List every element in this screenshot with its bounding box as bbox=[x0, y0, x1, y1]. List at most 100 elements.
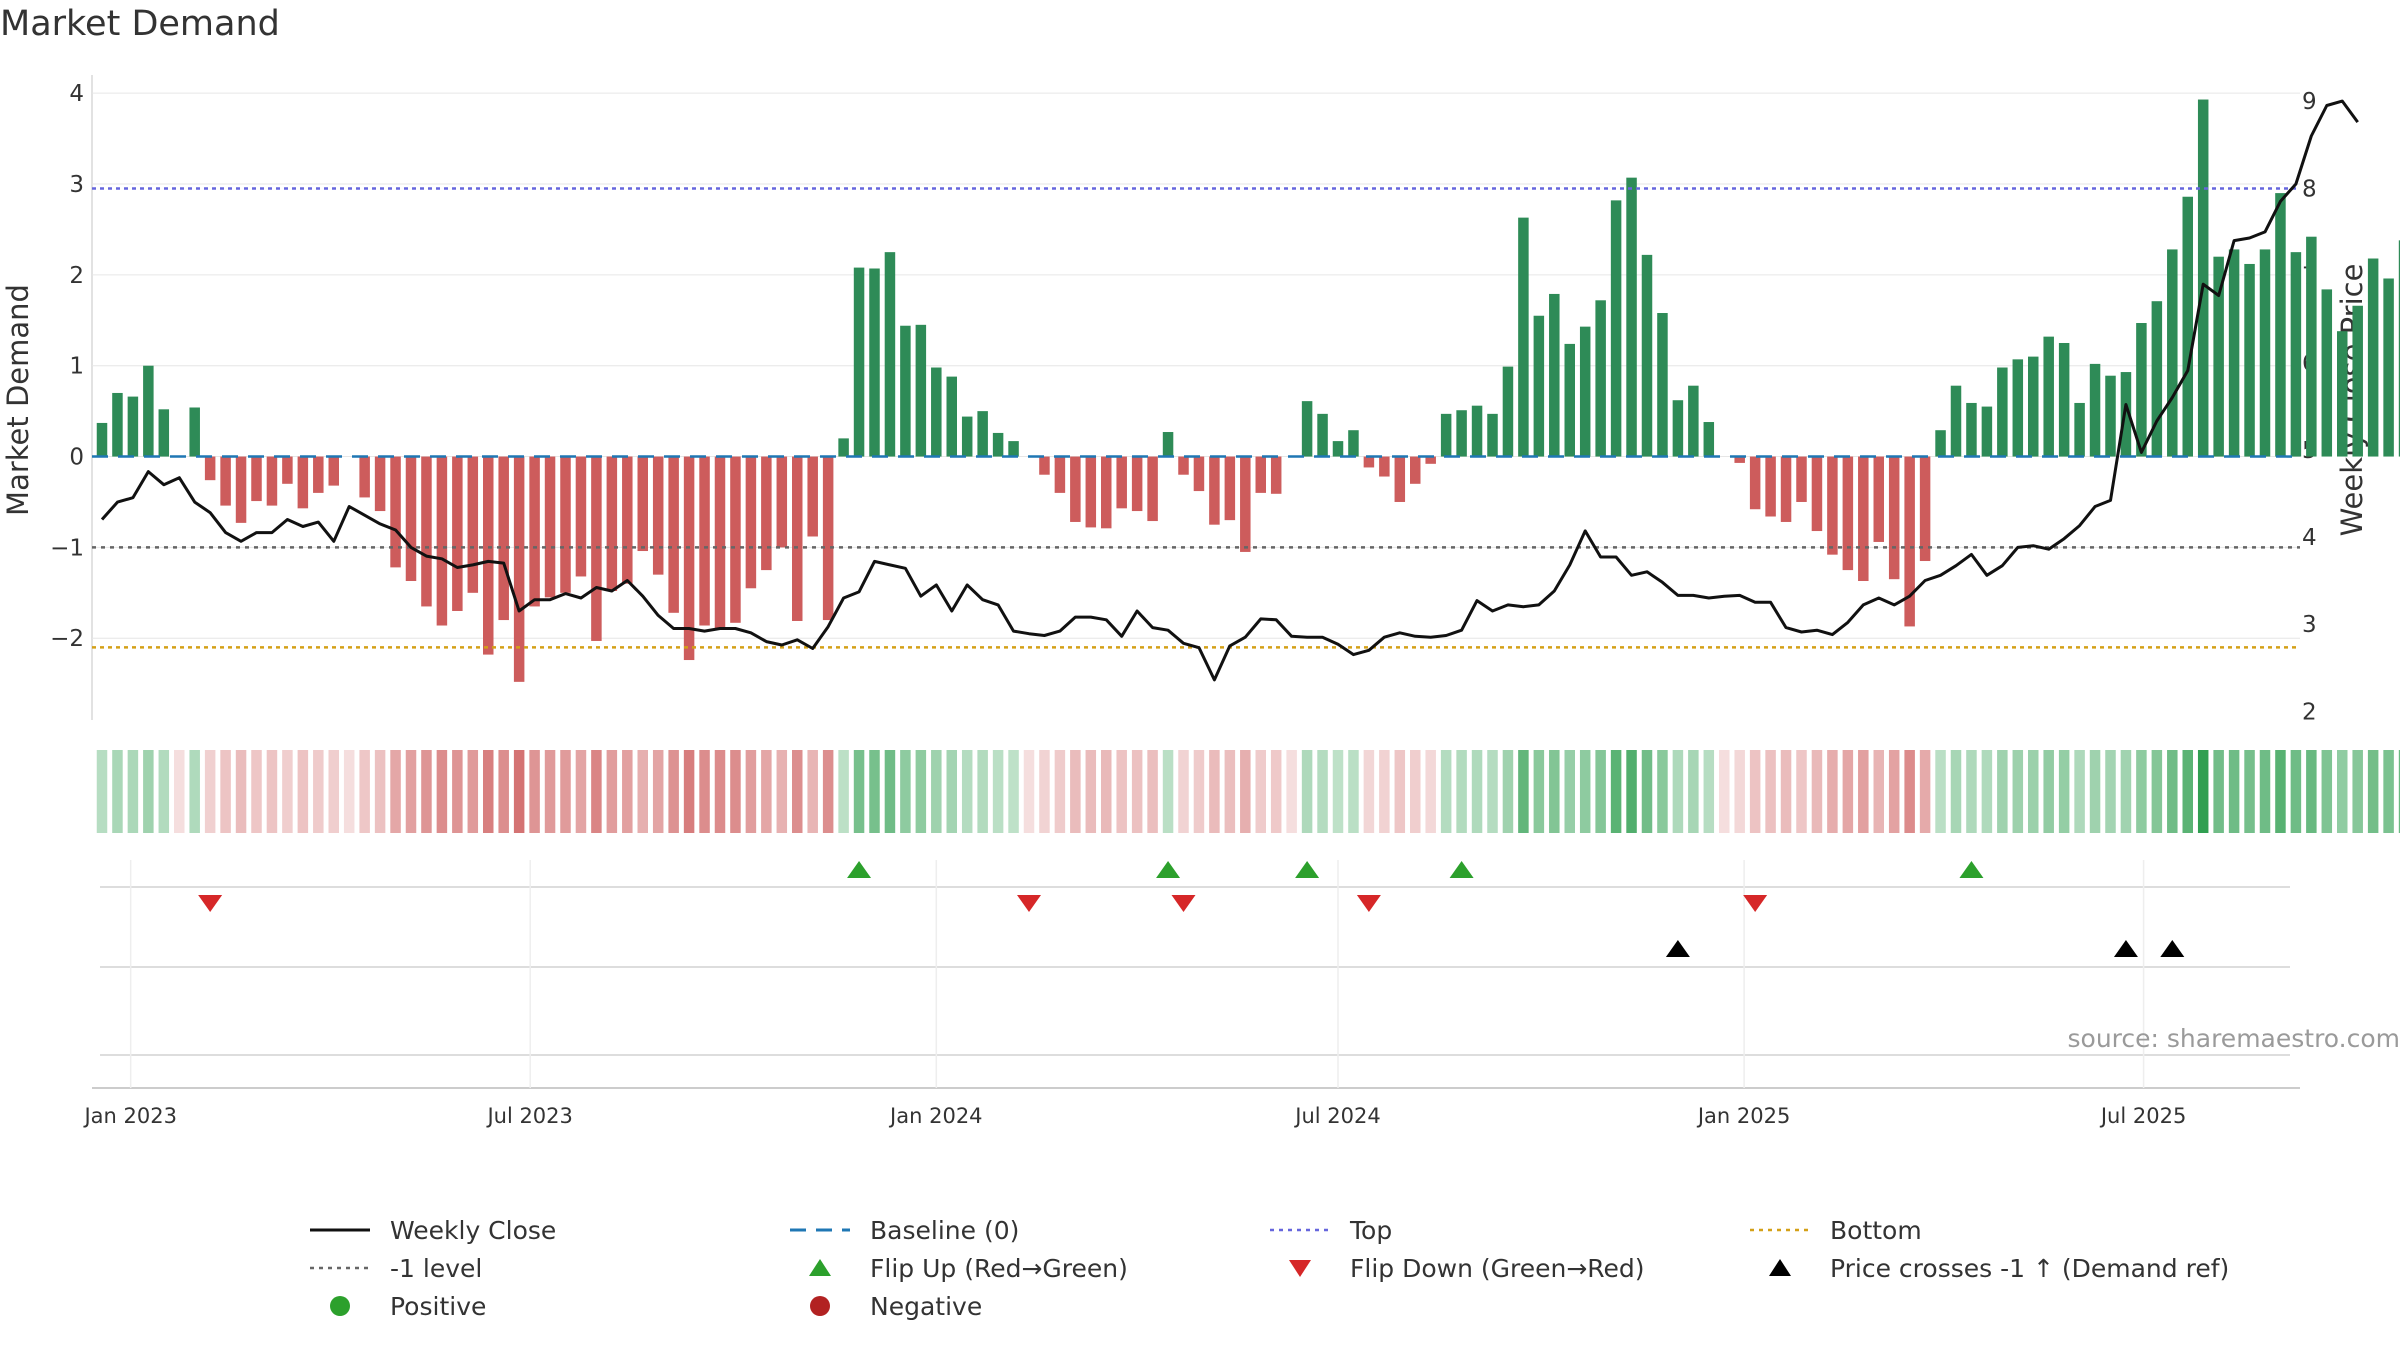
heat-strip-cell bbox=[498, 750, 509, 833]
heat-strip-cell bbox=[1811, 750, 1823, 833]
heat-strip-cell bbox=[2228, 750, 2240, 833]
heat-strip-cell bbox=[544, 750, 556, 833]
demand-bar-negative bbox=[483, 456, 494, 655]
heat-strip-cell bbox=[2259, 750, 2271, 833]
legend-cross: Price crosses -1 ↑ (Demand ref) bbox=[1750, 1250, 2229, 1286]
legend-bottom: Bottom bbox=[1750, 1212, 1922, 1248]
heat-strip-cell bbox=[1796, 750, 1807, 833]
heat-strip-cell bbox=[1549, 750, 1560, 833]
heat-strip-cell bbox=[1641, 750, 1653, 833]
heat-strip-cell bbox=[2275, 750, 2286, 833]
demand-bar-positive bbox=[2167, 249, 2178, 457]
demand-bar-positive bbox=[1317, 413, 1328, 457]
heat-strip-cell bbox=[1502, 750, 1514, 833]
heat-strip-cell bbox=[1981, 750, 1993, 833]
legend-baseline: Baseline (0) bbox=[790, 1212, 1019, 1248]
demand-bar-negative bbox=[1193, 456, 1205, 492]
flip-up-marker bbox=[1449, 861, 1474, 878]
demand-bar-positive bbox=[1533, 315, 1545, 457]
demand-bar-negative bbox=[1178, 456, 1189, 475]
heat-strip-cell bbox=[2105, 750, 2116, 833]
demand-bar-positive bbox=[2136, 323, 2147, 457]
heat-strip-cell bbox=[884, 750, 896, 833]
heat-strip-cell bbox=[1070, 750, 1081, 833]
flip-down-marker bbox=[1171, 895, 1196, 912]
demand-bar-positive bbox=[2383, 278, 2394, 457]
heat-strip-cell bbox=[1595, 750, 1606, 833]
legend-negative-swatch bbox=[810, 1296, 830, 1316]
heat-strip-cell bbox=[1456, 750, 1467, 833]
demand-bar-positive bbox=[1162, 432, 1174, 457]
legend-minus-one: -1 level bbox=[310, 1250, 482, 1286]
chart-legend: Weekly Close -1 level Positive Baseline … bbox=[300, 1212, 2260, 1332]
demand-bar-positive bbox=[1610, 200, 1622, 457]
demand-bar-positive bbox=[2182, 196, 2193, 457]
demand-bar-positive bbox=[2352, 305, 2363, 457]
heat-strip-cell bbox=[2306, 750, 2317, 833]
heat-strip-cell bbox=[1471, 750, 1483, 833]
heat-strip-cell bbox=[2136, 750, 2147, 833]
demand-bar-positive bbox=[2321, 289, 2333, 457]
demand-bar-negative bbox=[606, 456, 618, 591]
heat-strip-cell bbox=[1657, 750, 1668, 833]
y-right-tick-label: 8 bbox=[2302, 176, 2317, 202]
heat-strip-cell bbox=[1332, 750, 1344, 833]
demand-bar-positive bbox=[1332, 441, 1344, 457]
heat-strip-cell bbox=[2074, 750, 2085, 833]
heat-strip-cell bbox=[1564, 750, 1575, 833]
demand-bar-negative bbox=[745, 456, 757, 589]
heat-strip-cell bbox=[174, 750, 185, 833]
y-right-tick-label: 4 bbox=[2302, 525, 2317, 551]
demand-bar-positive bbox=[1456, 410, 1467, 457]
demand-bar-negative bbox=[421, 456, 432, 607]
flip-up-marker bbox=[1295, 861, 1320, 878]
demand-bar-negative bbox=[235, 456, 247, 523]
heat-strip-cell bbox=[761, 750, 772, 833]
legend-minus-one-swatch bbox=[310, 1266, 370, 1270]
heat-strip-cell bbox=[1935, 750, 1946, 833]
heat-strip-cell bbox=[745, 750, 757, 833]
heat-strip-cell bbox=[1162, 750, 1174, 833]
demand-bar-positive bbox=[2306, 236, 2317, 457]
heat-strip-cell bbox=[127, 750, 139, 833]
heat-strip-cell bbox=[2012, 750, 2024, 833]
demand-bar-positive bbox=[1626, 177, 1637, 457]
legend-weekly-close-label: Weekly Close bbox=[390, 1215, 557, 1245]
demand-bar-positive bbox=[2213, 256, 2224, 457]
heat-strip-cell bbox=[220, 750, 231, 833]
heat-strip-cell bbox=[807, 750, 818, 833]
heat-strip-cell bbox=[622, 750, 633, 833]
heat-strip-cell bbox=[1394, 750, 1406, 833]
legend-flip-up-label: Flip Up (Red→Green) bbox=[870, 1253, 1128, 1283]
demand-bar-negative bbox=[637, 456, 648, 552]
heat-strip-cell bbox=[1178, 750, 1189, 833]
demand-bar-positive bbox=[143, 365, 154, 457]
demand-bar-negative bbox=[1039, 456, 1050, 475]
legend-baseline-label: Baseline (0) bbox=[870, 1215, 1020, 1245]
heat-strip-cell bbox=[328, 750, 339, 833]
demand-bar-positive bbox=[2290, 252, 2302, 457]
demand-bar-negative bbox=[452, 456, 463, 611]
flip-up-marker bbox=[1959, 861, 1984, 878]
demand-bar-negative bbox=[1827, 456, 1838, 555]
legend-negative: Negative bbox=[790, 1288, 982, 1324]
y-left-tick-label: 3 bbox=[69, 172, 84, 198]
heat-strip-cell bbox=[266, 750, 278, 833]
y-left-tick-label: 2 bbox=[69, 263, 84, 289]
heat-strip-cell bbox=[1240, 750, 1251, 833]
flip-down-marker bbox=[1356, 895, 1381, 912]
heat-strip-cell bbox=[560, 750, 571, 833]
demand-bar-negative bbox=[1209, 456, 1220, 525]
demand-bar-positive bbox=[1981, 406, 1993, 457]
heat-strip-cell bbox=[297, 750, 309, 833]
heat-strip-cell bbox=[915, 750, 927, 833]
heat-strip-cell bbox=[1224, 750, 1236, 833]
x-tick-label: Jan 2025 bbox=[1696, 1104, 1791, 1128]
heat-strip-cell bbox=[513, 750, 525, 833]
heat-strip-cell bbox=[1270, 750, 1282, 833]
demand-bar-positive bbox=[1008, 441, 1019, 457]
heat-strip-cell bbox=[483, 750, 494, 833]
x-tick-label: Jan 2023 bbox=[82, 1104, 177, 1128]
demand-bar-positive bbox=[992, 432, 1004, 457]
